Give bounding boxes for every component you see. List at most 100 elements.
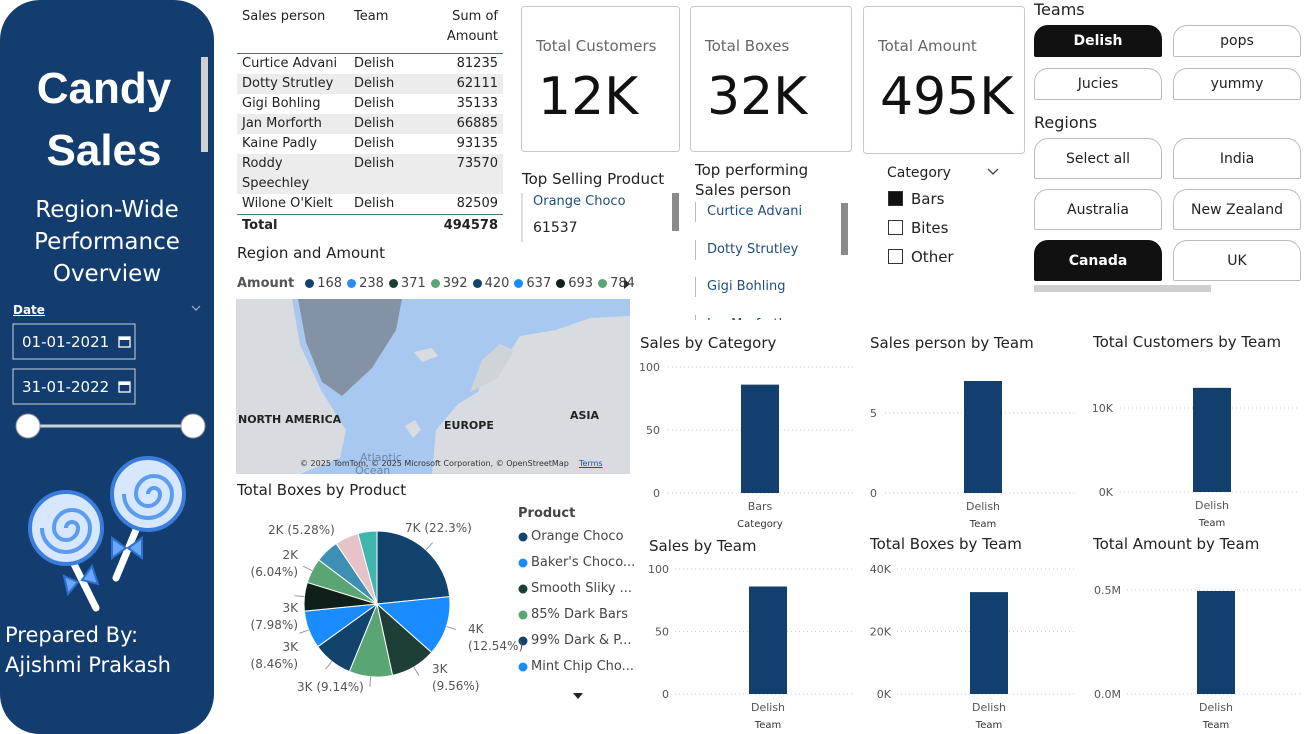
chevron (987, 168, 999, 175)
slider-handle[interactable] (180, 413, 206, 439)
table-cell: Sales person (237, 6, 349, 54)
table-cell: Delish (349, 154, 397, 194)
legend-value: 784 (610, 276, 635, 291)
x-axis-title: Team (754, 720, 781, 731)
chart-title: Sales by Team (649, 537, 757, 555)
category-option[interactable]: Bites (911, 219, 949, 237)
category-option[interactable]: Bars (911, 190, 945, 208)
chart-title: Sales by Category (640, 334, 777, 352)
top-salesperson-title: Top performing Sales person (695, 161, 809, 199)
pie-legend-label: 85% Dark Bars (531, 607, 629, 622)
region-button[interactable]: UK (1173, 240, 1301, 281)
team-button[interactable]: pops (1173, 25, 1301, 57)
pie-slice (357, 530, 378, 605)
pie-value-label: 3K (8.46%) (250, 640, 298, 671)
team-button[interactable]: Jucies (1034, 68, 1162, 100)
table-cell: 81235 (456, 56, 498, 71)
map-label: Atlantic (360, 451, 402, 464)
table-cell: Roddy Speechley (237, 154, 349, 194)
x-tick-label: Delish (1195, 499, 1229, 512)
map-terms[interactable]: Terms (579, 459, 603, 468)
table-cell: Total (237, 214, 349, 236)
region-button[interactable]: Australia (1034, 189, 1162, 230)
table-cell: Delish (349, 114, 397, 134)
top-product-value: 61537 (533, 220, 578, 236)
pie-title: Total Boxes by Product (237, 481, 407, 499)
salesperson-name: Dotty Strutley (695, 239, 798, 260)
legend-dot (305, 279, 315, 288)
legend-title: Amount (237, 276, 295, 291)
card-frame (863, 6, 1025, 154)
scrollbar (201, 57, 208, 152)
legend-dot (518, 584, 528, 594)
y-tick-label: 0K (1099, 486, 1114, 499)
x-axis-title: Team (1198, 518, 1225, 529)
card-label: Total Customers (536, 37, 657, 55)
region-button[interactable]: Select all (1034, 138, 1162, 179)
salesperson-name: Jan Morforth (695, 314, 787, 320)
table-cell: 93135 (456, 136, 498, 151)
legend-value: 238 (359, 276, 384, 291)
bar (970, 592, 1008, 694)
legend-value: 168 (317, 276, 343, 291)
bar (1193, 387, 1231, 492)
table-cell: 73570 (397, 154, 503, 194)
team-button[interactable]: yummy (1173, 68, 1301, 100)
leader-line (413, 666, 420, 676)
top-product-name: Orange Choco (533, 194, 626, 209)
bar (964, 381, 1002, 493)
table-cell: Dotty Strutley (237, 74, 349, 94)
legend-dot (518, 662, 528, 672)
legend-dot (556, 279, 566, 288)
legend-dot (518, 636, 528, 646)
legend-arrow[interactable] (624, 279, 630, 289)
table-cell: Delish (354, 56, 395, 71)
category-title: Category (887, 165, 951, 181)
chevron (191, 305, 201, 311)
table-cell: 82509 (456, 196, 498, 211)
leader-line (369, 676, 372, 687)
table-cell: 62111 (397, 74, 503, 94)
table-row: Jan Morforth Delish 66885 (237, 114, 503, 134)
pie-value-label: 4K (12.54%) (468, 622, 524, 653)
pie-legend-label: Orange Choco (531, 529, 624, 544)
pie-legend-title: Product (518, 506, 576, 521)
pie-legend-label: Mint Chip Cho... (531, 659, 635, 674)
table-cell: Gigi Bohling (242, 96, 321, 111)
category-option[interactable]: Other (911, 248, 954, 266)
start-date[interactable]: 01-01-2021 (22, 333, 110, 351)
table-row: Wilone O'Kielt Delish 82509 (237, 194, 503, 215)
team-button[interactable]: Delish (1034, 25, 1162, 57)
legend-arrow[interactable] (573, 693, 583, 699)
x-tick-label: Delish (972, 701, 1006, 714)
end-date[interactable]: 31-01-2022 (22, 378, 110, 396)
card-frame (521, 6, 680, 152)
legend-value: 420 (484, 276, 510, 291)
region-button[interactable]: India (1173, 138, 1301, 179)
x-axis-title: Team (975, 720, 1002, 731)
y-tick-label: 5 (870, 407, 877, 420)
map-label: ASIA (570, 409, 600, 422)
legend-dot (514, 279, 524, 288)
x-tick-label: Delish (966, 500, 1000, 513)
pie-value-label: 3K (7.98%) (250, 601, 298, 632)
region-button[interactable]: New Zealand (1173, 189, 1301, 230)
bar (741, 384, 779, 493)
leader-line (299, 629, 309, 634)
calendar-icons (118, 336, 131, 393)
legend-value: 392 (442, 276, 468, 291)
map (236, 299, 630, 474)
y-tick-label: 0K (877, 688, 892, 701)
slider-handle[interactable] (15, 413, 41, 439)
legend-value: 637 (526, 276, 552, 291)
table-row: Kaine Padly Delish 93135 (237, 134, 503, 154)
leader-line (446, 625, 457, 631)
legend-value: 371 (400, 276, 426, 291)
chart-title: Total Customers by Team (1093, 333, 1282, 351)
table-cell: Sum of Amount (397, 6, 503, 54)
region-button[interactable]: Canada (1034, 240, 1162, 281)
legend-dot (472, 279, 482, 288)
x-axis-title: Team (1202, 720, 1229, 731)
legend-dot (518, 532, 528, 542)
